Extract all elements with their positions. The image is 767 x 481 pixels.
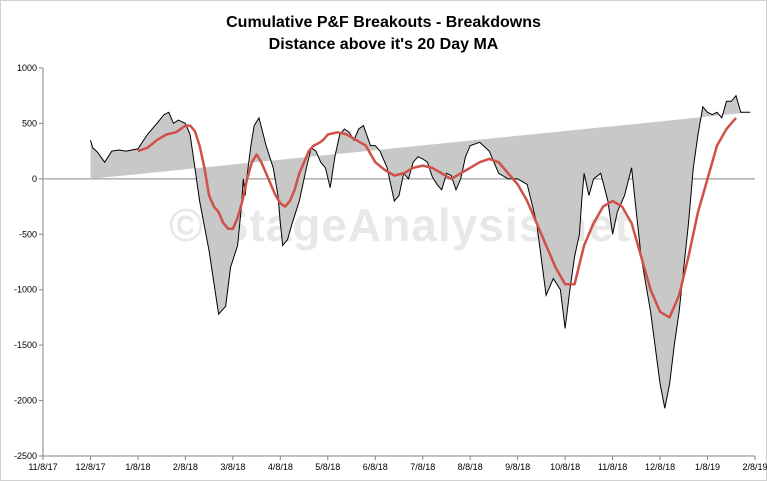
x-tick-label: 12/8/18 xyxy=(645,462,675,472)
y-tick-label: 500 xyxy=(22,118,37,128)
area-series-line xyxy=(90,94,751,409)
x-tick-label: 12/8/17 xyxy=(75,462,105,472)
x-tick-label: 6/8/18 xyxy=(363,462,388,472)
x-tick-label: 10/8/18 xyxy=(550,462,580,472)
series-group xyxy=(90,94,751,409)
y-tick-label: -1000 xyxy=(14,285,37,295)
x-tick-label: 2/8/18 xyxy=(173,462,198,472)
y-tick-label: -1500 xyxy=(14,340,37,350)
x-tick-label: 1/8/19 xyxy=(695,462,720,472)
x-tick-label: 11/8/18 xyxy=(598,462,627,472)
y-tick-label: -2500 xyxy=(14,451,37,461)
moving-average-line xyxy=(137,117,737,319)
x-tick-label: 5/8/18 xyxy=(315,462,340,472)
y-tick-label: 1000 xyxy=(17,63,37,73)
y-axis: 1000 500 0 -500 -1000 -1500 -2000 -2500 xyxy=(14,63,44,461)
y-tick-label: -500 xyxy=(19,229,37,239)
y-tick-label: 0 xyxy=(32,174,37,184)
x-tick-label: 4/8/18 xyxy=(268,462,293,472)
chart-title: Cumulative P&F Breakouts - Breakdowns xyxy=(226,14,541,31)
x-tick-label: 7/8/18 xyxy=(410,462,435,472)
x-tick-label: 11/8/17 xyxy=(28,462,57,472)
x-tick-label: 1/8/18 xyxy=(125,462,150,472)
chart-subtitle: Distance above it's 20 Day MA xyxy=(268,36,499,53)
x-tick-label: 2/8/19 xyxy=(742,462,767,472)
x-tick-label: 8/8/18 xyxy=(458,462,483,472)
area-fill xyxy=(90,95,751,409)
x-tick-label: 3/8/18 xyxy=(220,462,245,472)
y-tick-label: -2000 xyxy=(14,396,37,406)
x-tick-label: 9/8/18 xyxy=(505,462,530,472)
